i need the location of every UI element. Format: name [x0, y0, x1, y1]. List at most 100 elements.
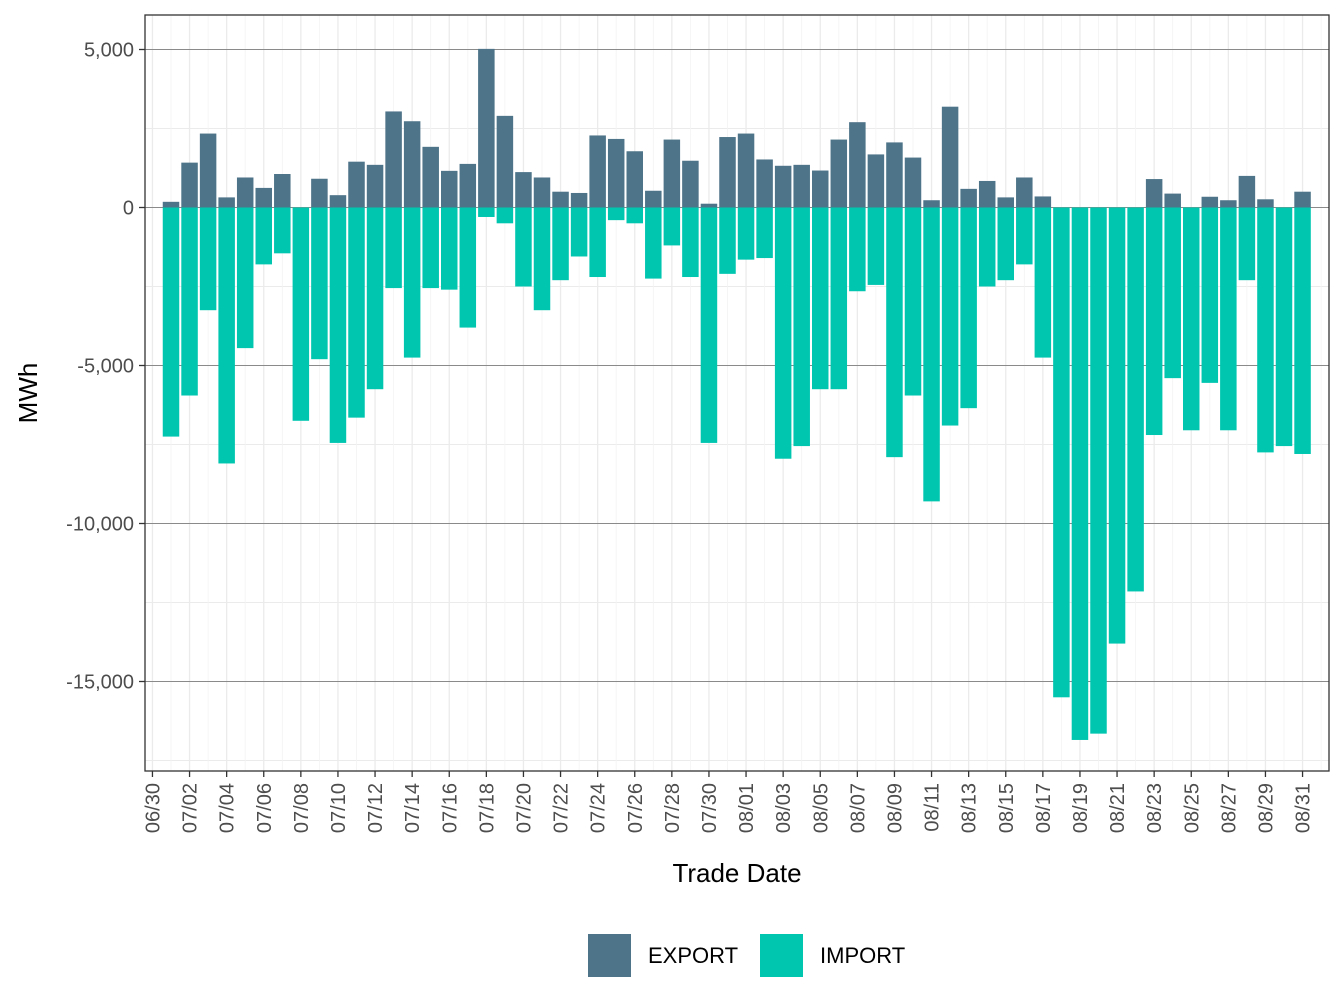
- bar-export: [1257, 199, 1274, 208]
- bar-import: [441, 207, 458, 290]
- bar-export: [849, 122, 866, 208]
- bar-import: [1183, 207, 1200, 431]
- x-tick-label: 08/21: [1107, 783, 1129, 833]
- bar-export: [960, 188, 977, 208]
- bar-export: [737, 133, 755, 208]
- bar-import: [997, 207, 1014, 281]
- bar-export: [255, 187, 272, 208]
- bar-import: [1053, 207, 1070, 698]
- bar-import: [1275, 207, 1293, 447]
- bar-import: [700, 207, 718, 443]
- bar-export: [1201, 196, 1219, 208]
- bar-export: [366, 164, 384, 208]
- bar-import: [793, 207, 810, 447]
- bar-export: [793, 164, 810, 208]
- y-tick-label: -5,000: [77, 356, 134, 378]
- legend: EXPORT IMPORT: [588, 934, 905, 977]
- bar-export: [589, 135, 606, 208]
- x-tick-label: 08/11: [922, 783, 944, 832]
- bar-export: [1238, 175, 1256, 208]
- x-tick-label: 07/10: [328, 783, 350, 833]
- bar-export: [663, 139, 681, 208]
- bar-export: [181, 162, 198, 208]
- bar-export: [329, 195, 347, 208]
- bar-import: [162, 207, 180, 437]
- bar-import: [422, 207, 439, 289]
- x-tick-label: 07/16: [439, 783, 461, 833]
- x-tick-label: 08/17: [1033, 783, 1055, 833]
- bar-export: [403, 121, 421, 208]
- bar-export: [441, 170, 458, 208]
- bar-export: [274, 174, 291, 208]
- bar-import: [737, 207, 755, 260]
- bar-import: [1238, 207, 1256, 281]
- bar-import: [682, 207, 699, 278]
- bar-export: [1016, 177, 1033, 208]
- bar-import: [1201, 207, 1219, 383]
- bar-export: [774, 165, 792, 208]
- x-tick-label: 08/27: [1218, 783, 1240, 833]
- bar-import: [867, 207, 885, 285]
- x-tick-label: 08/07: [847, 783, 869, 833]
- bar-import: [478, 207, 495, 217]
- bars: [162, 48, 1311, 740]
- y-axis: 5,000 0 -5,000 -10,000 -15,000: [66, 40, 145, 694]
- y-tick-label: 0: [123, 198, 134, 220]
- x-tick-label: 08/31: [1293, 783, 1315, 833]
- bar-export: [978, 180, 996, 208]
- bar-export: [867, 154, 885, 208]
- x-tick-label: 08/19: [1070, 783, 1092, 833]
- bar-import: [774, 207, 792, 459]
- bar-import: [274, 207, 291, 254]
- x-tick-label: 08/29: [1255, 783, 1277, 833]
- bar-import: [923, 207, 940, 502]
- bar-export: [812, 170, 829, 208]
- bar-export: [997, 197, 1014, 208]
- x-tick-label: 07/26: [625, 783, 647, 833]
- x-tick-label: 07/22: [551, 783, 573, 833]
- y-tick-label: 5,000: [84, 40, 134, 62]
- bar-import: [570, 207, 588, 257]
- bar-export: [886, 142, 903, 208]
- bar-import: [459, 207, 477, 328]
- bar-import: [181, 207, 198, 396]
- bar-export: [311, 178, 328, 208]
- x-axis: 06/30 07/02 07/04 07/06 07/08 07/10 07/12 07/14…: [142, 771, 1315, 833]
- x-tick-label: 08/01: [736, 783, 758, 833]
- bar-export: [422, 146, 439, 208]
- bar-import: [756, 207, 773, 259]
- bar-export: [1164, 193, 1181, 208]
- bar-import: [1145, 207, 1163, 436]
- bar-import: [1164, 207, 1181, 379]
- bar-import: [552, 207, 569, 281]
- bar-import: [1071, 207, 1089, 740]
- bar-import: [941, 207, 959, 426]
- bar-import: [311, 207, 328, 360]
- bar-import: [329, 207, 347, 443]
- bar-import: [663, 207, 681, 246]
- x-tick-label: 08/03: [773, 783, 795, 833]
- bar-export: [236, 177, 254, 208]
- legend-key-export: [588, 934, 631, 977]
- bar-import: [812, 207, 829, 390]
- bar-export: [515, 172, 532, 208]
- bar-export: [700, 203, 718, 208]
- x-tick-label: 08/15: [996, 783, 1018, 833]
- bar-export: [682, 160, 699, 208]
- bar-import: [626, 207, 643, 224]
- bar-import: [589, 207, 606, 278]
- x-tick-label: 07/24: [588, 783, 610, 833]
- bar-export: [1145, 179, 1163, 208]
- bar-export: [1220, 200, 1237, 208]
- x-tick-label: 07/04: [217, 783, 239, 833]
- bar-export: [570, 192, 588, 208]
- bar-import: [886, 207, 903, 458]
- bar-export: [459, 163, 477, 208]
- bar-import: [960, 207, 977, 409]
- x-tick-label: 07/08: [291, 783, 313, 833]
- bar-import: [1127, 207, 1144, 592]
- bar-import: [348, 207, 365, 418]
- bar-import: [1016, 207, 1033, 265]
- x-tick-label: 07/30: [699, 783, 721, 833]
